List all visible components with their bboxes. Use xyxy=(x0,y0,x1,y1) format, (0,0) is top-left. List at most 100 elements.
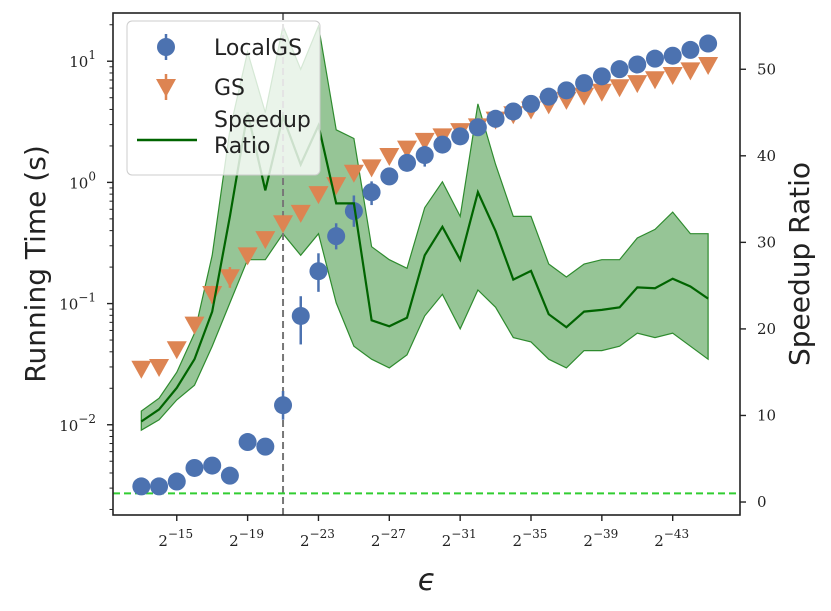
x-tick-exponent-value: 31 xyxy=(461,527,476,541)
x-tick-exponent-value: 27 xyxy=(390,527,405,541)
x-tick-sign: − xyxy=(380,527,390,541)
localgs-point xyxy=(256,437,275,456)
gs-point xyxy=(662,66,683,85)
y-left-tick-label: 100 xyxy=(69,169,96,192)
gs-point xyxy=(591,83,612,102)
legend-localgs-marker xyxy=(157,38,175,56)
x-tick-label: 2−15 xyxy=(158,527,193,550)
legend-box xyxy=(126,20,321,176)
gs-point xyxy=(361,159,382,178)
localgs-point xyxy=(185,458,204,477)
x-tick-exponent: −15 xyxy=(168,527,193,541)
x-tick-exponent: −35 xyxy=(522,527,547,541)
legend-label-speedup: Speedup Ratio xyxy=(214,108,311,159)
x-tick-exponent-value: 39 xyxy=(603,527,618,541)
y-left-tick-base: 10 xyxy=(69,53,88,71)
gs-point xyxy=(609,79,630,98)
gs-point xyxy=(237,247,258,266)
x-tick-base: 2 xyxy=(442,532,452,550)
gs-point xyxy=(379,148,400,167)
gs-point xyxy=(644,71,665,90)
y-right-tick-label: 20 xyxy=(757,320,776,338)
x-tick-base: 2 xyxy=(513,532,523,550)
y-left-tick-base: 10 xyxy=(69,174,88,192)
localgs-point xyxy=(592,67,611,86)
y-right-tick-label: 0 xyxy=(757,493,767,511)
y-right-axis-label: Speedup Ratio xyxy=(783,162,816,366)
x-tick-sign: − xyxy=(168,527,178,541)
y-left-tick-label: 101 xyxy=(69,48,96,71)
localgs-point xyxy=(522,94,540,113)
x-tick-base: 2 xyxy=(371,532,381,550)
y-right-tick-label: 10 xyxy=(757,406,776,424)
localgs-point xyxy=(645,49,664,68)
x-tick-exponent: −23 xyxy=(310,527,335,541)
localgs-point xyxy=(398,153,417,172)
y-right-tick-label: 40 xyxy=(757,147,776,165)
x-tick-sign: − xyxy=(522,527,532,541)
legend-label-speedup-line: Speedup xyxy=(214,108,311,133)
localgs-point xyxy=(203,456,222,475)
gs-point xyxy=(184,316,205,335)
gs-point xyxy=(680,62,701,81)
gs-point xyxy=(627,75,648,94)
x-tick-label: 2−31 xyxy=(442,527,477,550)
x-tick-base: 2 xyxy=(229,532,239,550)
legend-label-speedup-line: Ratio xyxy=(214,134,270,159)
localgs-point xyxy=(132,477,151,496)
x-axis-label: ϵ xyxy=(418,563,436,598)
y-left-tick-exponent: −2 xyxy=(78,412,96,426)
localgs-point xyxy=(238,433,257,452)
x-tick-label: 2−39 xyxy=(583,527,618,550)
x-tick-exponent: −19 xyxy=(239,527,264,541)
speedup-line-layer xyxy=(140,112,709,423)
localgs-point xyxy=(220,466,239,485)
gs-point xyxy=(149,358,170,377)
x-tick-label: 2−19 xyxy=(229,527,264,550)
gs-point xyxy=(698,57,719,76)
x-tick-exponent: −39 xyxy=(593,527,618,541)
x-tick-sign: − xyxy=(664,527,674,541)
x-tick-base: 2 xyxy=(583,532,593,550)
x-tick-sign: − xyxy=(593,527,603,541)
gs-point xyxy=(131,360,152,379)
localgs-point xyxy=(415,146,434,165)
y-right-tick-label: 30 xyxy=(757,233,776,251)
localgs-point xyxy=(468,118,487,137)
x-tick-exponent-value: 19 xyxy=(249,527,264,541)
markers-layer xyxy=(131,34,719,496)
localgs-point xyxy=(274,396,293,415)
legend-label-gs: GS xyxy=(214,76,245,101)
localgs-point xyxy=(380,167,399,186)
localgs-point xyxy=(309,262,328,281)
plot-frame xyxy=(112,12,741,516)
x-tick-base: 2 xyxy=(300,532,310,550)
y-left-tick-exponent: −1 xyxy=(78,291,96,305)
x-tick-exponent-value: 35 xyxy=(532,527,547,541)
localgs-point xyxy=(344,202,363,221)
localgs-point xyxy=(150,477,169,496)
x-tick-sign: − xyxy=(310,527,320,541)
x-tick-base: 2 xyxy=(158,532,168,550)
y-right-tick-label: 50 xyxy=(757,60,776,78)
localgs-point xyxy=(557,81,576,100)
x-tick-exponent-value: 15 xyxy=(178,527,193,541)
localgs-point xyxy=(610,60,629,79)
localgs-point xyxy=(327,227,346,246)
x-tick-exponent: −43 xyxy=(664,527,689,541)
y-left-tick-exponent: 0 xyxy=(88,169,96,183)
gs-point xyxy=(290,204,311,223)
x-tick-sign: − xyxy=(451,527,461,541)
x-tick-label: 2−27 xyxy=(371,527,406,550)
x-tick-label: 2−23 xyxy=(300,527,335,550)
axes-layer: 2−15 2−19 2−23 2−27 2−31 2−35 2−39 2−4310−210−1… xyxy=(19,24,816,598)
localgs-point xyxy=(362,183,381,202)
localgs-point xyxy=(291,306,310,325)
localgs-point xyxy=(628,55,647,74)
x-tick-label: 2−35 xyxy=(513,527,548,550)
x-tick-base: 2 xyxy=(654,532,664,550)
gs-point xyxy=(574,87,595,106)
localgs-point xyxy=(539,87,558,106)
speedup-ratio-line xyxy=(140,112,709,423)
